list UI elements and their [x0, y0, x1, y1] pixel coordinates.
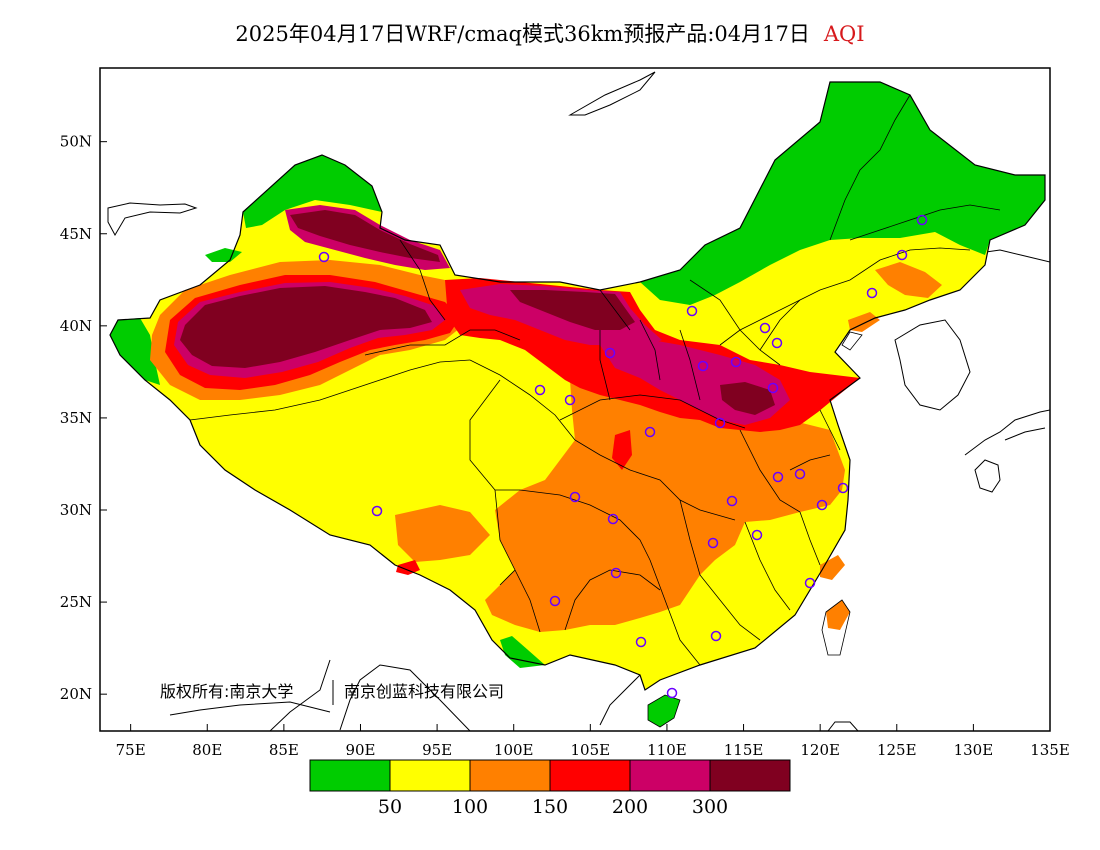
lon-tick-label: 100E	[494, 741, 534, 759]
title-variable: AQI	[823, 22, 865, 46]
station-marker	[564, 394, 576, 406]
station-marker	[714, 417, 726, 429]
lat-tick-label: 35N	[60, 409, 92, 427]
legend-swatch	[469, 759, 551, 792]
lon-tick-label: 120E	[800, 741, 840, 759]
lon-tick-label: 115E	[724, 741, 764, 759]
lat-tick-label: 50N	[60, 133, 92, 151]
copyright-note: 版权所有:南京大学 南京创蓝科技有限公司	[160, 680, 504, 705]
legend-swatch	[389, 759, 471, 792]
station-marker	[569, 491, 581, 503]
lon-tick-label: 85E	[269, 741, 299, 759]
lon-tick-label: 110E	[647, 741, 687, 759]
legend-label: 100	[452, 796, 488, 818]
copyright-left: 版权所有:南京大学	[160, 682, 293, 701]
aqi-legend: 50 100 150 200 300	[309, 759, 791, 818]
station-marker	[534, 384, 546, 396]
lat-tick-label: 30N	[60, 501, 92, 519]
legend-label: 300	[692, 796, 728, 818]
station-marker	[804, 577, 816, 589]
station-marker	[697, 360, 709, 372]
lon-tick-label: 75E	[116, 741, 146, 759]
station-marker	[549, 595, 561, 607]
station-marker	[916, 214, 928, 226]
station-marker	[772, 471, 784, 483]
station-marker	[816, 499, 828, 511]
lat-tick-label: 40N	[60, 317, 92, 335]
station-marker	[610, 567, 622, 579]
station-marker	[686, 305, 698, 317]
station-markers	[318, 214, 928, 699]
station-marker	[751, 529, 763, 541]
aqi-level-above-300	[180, 210, 775, 415]
legend-swatch	[629, 759, 711, 792]
aqi-level-0-50	[110, 82, 1045, 727]
station-marker	[794, 468, 806, 480]
station-marker	[771, 337, 783, 349]
station-marker	[604, 347, 616, 359]
copyright-right: 南京创蓝科技有限公司	[344, 682, 504, 701]
legend-label: 50	[378, 796, 402, 818]
station-marker	[767, 382, 779, 394]
background-coastlines	[107, 71, 1050, 731]
station-marker	[710, 630, 722, 642]
latitude-labels: 50N 45N 40N 35N 30N 25N 20N	[60, 133, 92, 704]
legend-swatch	[309, 759, 391, 792]
lat-tick-label: 25N	[60, 593, 92, 611]
station-marker	[707, 537, 719, 549]
island-outlines	[647, 331, 863, 728]
station-marker	[896, 249, 908, 261]
station-marker	[607, 513, 619, 525]
station-marker	[866, 287, 878, 299]
lat-tick-label: 20N	[60, 685, 92, 703]
title-main: 2025年04月17日WRF/cmaq模式36km预报产品:04月17日	[235, 22, 810, 46]
legend-swatch	[709, 759, 791, 792]
legend-label: 200	[612, 796, 648, 818]
longitude-labels: 75E 80E 85E 90E 95E 100E 105E 110E 115E 120E 125E 1…	[116, 741, 1070, 759]
lat-tick-label: 45N	[60, 225, 92, 243]
station-marker	[726, 495, 738, 507]
lon-tick-label: 90E	[345, 741, 375, 759]
station-marker	[635, 636, 647, 648]
station-marker	[318, 251, 330, 263]
station-marker	[666, 687, 678, 699]
lon-tick-label: 80E	[192, 741, 222, 759]
station-marker	[837, 482, 849, 494]
legend-label: 150	[532, 796, 568, 818]
station-marker	[759, 322, 771, 334]
lon-tick-label: 135E	[1030, 741, 1070, 759]
lon-tick-label: 95E	[422, 741, 452, 759]
lon-tick-label: 130E	[954, 741, 994, 759]
map-title: 2025年04月17日WRF/cmaq模式36km预报产品:04月17日 AQI	[0, 18, 1100, 48]
lon-tick-label: 125E	[877, 741, 917, 759]
longitude-ticks	[130, 724, 1051, 731]
lon-tick-label: 105E	[571, 741, 611, 759]
legend-swatch	[549, 759, 631, 792]
latitude-ticks	[100, 141, 107, 695]
map-frame	[99, 67, 1051, 732]
map-plot-area	[107, 71, 1050, 731]
station-marker	[644, 426, 656, 438]
station-marker	[371, 505, 383, 517]
station-marker	[730, 356, 742, 368]
